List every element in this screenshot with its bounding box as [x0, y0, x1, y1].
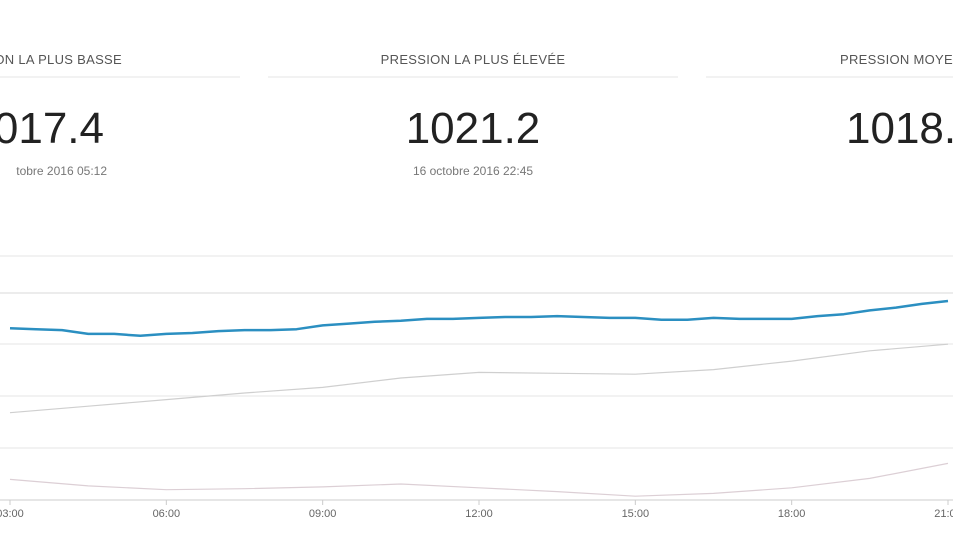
card-value: 1018. [846, 104, 953, 153]
card-title: ON LA PLUS BASSE [0, 52, 122, 67]
card-title: PRESSION LA PLUS ÉLEVÉE [381, 52, 566, 67]
x-tick-label: 15:00 [622, 508, 650, 520]
series-line [9, 299, 949, 338]
series-line [9, 343, 949, 414]
x-tick-label: 21:00 [934, 508, 953, 520]
grid [0, 255, 953, 449]
x-tick-label: 12:00 [465, 508, 493, 520]
series-line [9, 462, 949, 497]
x-tick-label: 18:00 [778, 508, 806, 520]
card-date: 16 octobre 2016 22:45 [413, 164, 533, 178]
x-tick-label: 03:00 [0, 508, 24, 520]
card-value: 017.4 [0, 104, 104, 153]
card-date: tobre 2016 05:12 [16, 164, 107, 178]
x-tick-label: 06:00 [153, 508, 181, 520]
x-tick-label: 09:00 [309, 508, 337, 520]
card-title: PRESSION MOYE [840, 52, 953, 67]
card-value: 1021.2 [406, 104, 541, 153]
